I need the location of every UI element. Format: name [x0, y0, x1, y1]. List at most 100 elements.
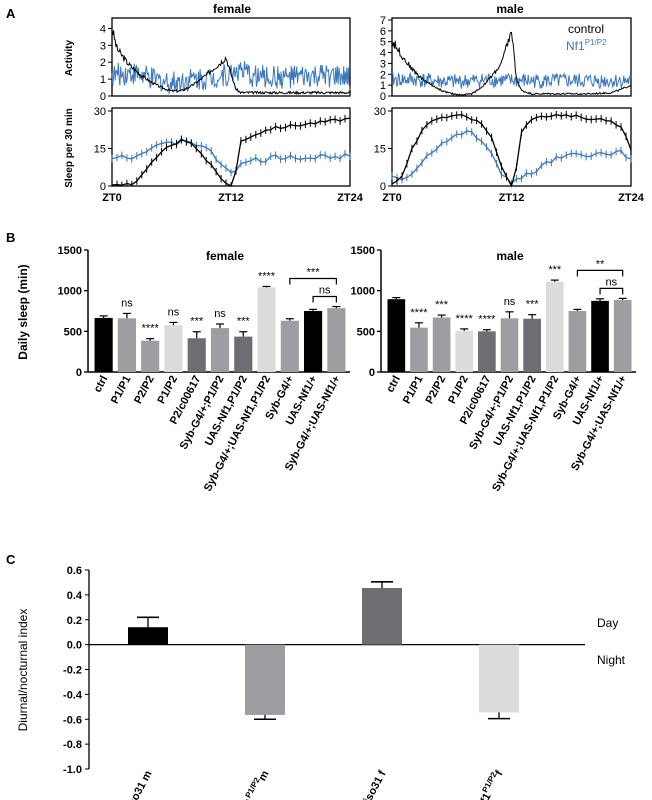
- bracket-0: [289, 277, 337, 285]
- bar-3: [455, 330, 474, 372]
- bar-8: [280, 320, 299, 372]
- x-tick-label-zt0: ZT0: [382, 192, 402, 204]
- legend: control Nf1P1/P2: [566, 22, 607, 53]
- sleep-axis-label: Sleep per 30 min: [64, 108, 75, 187]
- y-tick-label: 500: [64, 326, 82, 338]
- index-category-1: Nf1P1/P2m: [235, 767, 271, 800]
- bar-9: [591, 300, 609, 372]
- category-label-1: P1/P1: [401, 374, 426, 406]
- sleep-error-nf1: [111, 136, 351, 177]
- activity-y-tick-label: 2: [380, 69, 386, 81]
- bar-2: [432, 317, 451, 372]
- bar-8: [568, 311, 587, 372]
- significance-label-5: ns: [214, 308, 226, 320]
- panel-b-male-significance: *********** ****ns ******: [410, 264, 562, 326]
- y-tick-label: 0: [369, 367, 375, 379]
- activity-y-tick-label: 5: [380, 37, 386, 49]
- activity-y-tick-label: 3: [380, 58, 386, 70]
- category-label-0: ctrl: [384, 374, 403, 395]
- bar-4: [187, 338, 206, 372]
- panel-c-categories: iso31 m Nf1P1/P2m iso31 f Nf1P1/P2f: [125, 767, 506, 800]
- panel-a-female-sleep-lines: [111, 114, 351, 187]
- bracket-label-0: ***: [307, 267, 321, 279]
- panel-a-male-activity-axes: [391, 17, 632, 97]
- sleep-line-control: [111, 117, 351, 187]
- panel-c-y-ticks: 0.6 0.4 0.2 0.0 -0.2 -0.4 -0.6 -0.8 -1.0: [63, 565, 89, 776]
- day-annotation: Day: [597, 616, 618, 630]
- activity-plot-frame: [111, 17, 351, 97]
- x-tick-label-zt24: ZT24: [618, 192, 645, 204]
- y-tick-label: 1500: [351, 245, 375, 257]
- sleep-error-control: [391, 111, 632, 186]
- bar-10: [327, 308, 346, 372]
- panel-b-female-significance: ns****ns***ns*******: [121, 270, 276, 334]
- activity-y-tick-label: 6: [380, 26, 386, 38]
- significance-label-2: ***: [435, 299, 449, 311]
- bar-7: [257, 287, 276, 372]
- sleep-y-tick-label: 15: [94, 144, 106, 156]
- sleep-y-tick-label: 0: [380, 181, 386, 193]
- sleep-line-control: [391, 113, 632, 188]
- panel-b-male-categories: ctrlP1/P1P2/P2P1/P2P2/c00617Syb-G4/+;P1/…: [384, 374, 629, 494]
- daily-sleep-axis-label: Daily sleep (min): [16, 264, 30, 359]
- bar-0: [94, 317, 113, 372]
- category-label-0: ctrl: [92, 374, 111, 395]
- significance-label-7: ***: [548, 264, 562, 276]
- panel-a-male-activity-lines: [391, 31, 632, 97]
- y-tick-label: 0.0: [67, 640, 82, 652]
- bar-6: [234, 336, 253, 372]
- sleep-y-tick-label: 15: [374, 144, 386, 156]
- panel-b-female-error-bars: [99, 285, 341, 341]
- panel-b-female-bars: [94, 287, 346, 372]
- activity-y-tick-label: 2: [100, 57, 106, 69]
- panel-b-female: female Daily sleep (min) 0 500 1000 1500 ns…: [16, 245, 350, 494]
- activity-y-tick-label: 0: [100, 91, 106, 103]
- activity-axis-label: Activity: [64, 40, 75, 77]
- panel-a-male-title: male: [496, 2, 524, 16]
- sleep-y-tick-label: 0: [100, 181, 106, 193]
- activity-y-tick-label: 1: [380, 80, 386, 92]
- bar-6: [523, 318, 541, 372]
- activity-line-nf1: [111, 61, 351, 94]
- legend-control: control: [568, 22, 604, 36]
- category-label-3: P1/P2: [155, 374, 180, 406]
- significance-label-1: ****: [410, 307, 428, 319]
- y-tick-label: -0.6: [63, 714, 82, 726]
- significance-label-6: ***: [237, 316, 251, 328]
- bar-5: [210, 328, 230, 372]
- significance-label-3: ****: [456, 313, 474, 325]
- panel-c: Diurnal/nocturnal index 0.6 0.4 0.2 0.0 -0.2…: [16, 565, 626, 800]
- x-tick-label-zt24: ZT24: [337, 192, 364, 204]
- activity-y-tick-label: 4: [380, 48, 386, 60]
- panel-c-bars: [128, 588, 519, 715]
- activity-line-control: [391, 31, 632, 97]
- significance-label-1: ns: [121, 297, 133, 309]
- bar-0: [387, 299, 406, 372]
- y-tick-label: 0.4: [67, 590, 83, 602]
- y-tick-label: 0.6: [67, 565, 82, 577]
- significance-label-7: ****: [258, 270, 276, 282]
- sleep-y-tick-label: 30: [94, 106, 106, 118]
- bracket-label-0: **: [596, 258, 605, 270]
- panel-a-female-sleep-ticks: 0 15 30: [94, 106, 112, 193]
- sleep-line-nf1: [391, 130, 632, 185]
- y-tick-label: 500: [357, 326, 375, 338]
- significance-label-4: ***: [190, 316, 204, 328]
- sleep-error-nf1: [391, 127, 632, 186]
- y-tick-label: 1500: [58, 245, 82, 257]
- bracket-label-1: ns: [319, 285, 331, 297]
- panel-a-male-sleep-lines: [391, 111, 632, 188]
- panel-b-male-y-ticks: 0 500 1000 1500: [351, 245, 381, 379]
- y-tick-label: -1.0: [63, 764, 82, 776]
- bracket-1: [599, 287, 624, 295]
- y-tick-label: 1000: [58, 286, 82, 298]
- panel-a-female-activity-lines: [111, 30, 351, 96]
- legend-nf1: Nf1P1/P2: [566, 38, 607, 53]
- panel-a-male-sleep-ticks: 0 15 30: [374, 106, 392, 193]
- y-tick-label: -0.4: [63, 689, 83, 701]
- y-tick-label: -0.2: [63, 665, 82, 677]
- category-label-2: P2/P2: [132, 374, 157, 406]
